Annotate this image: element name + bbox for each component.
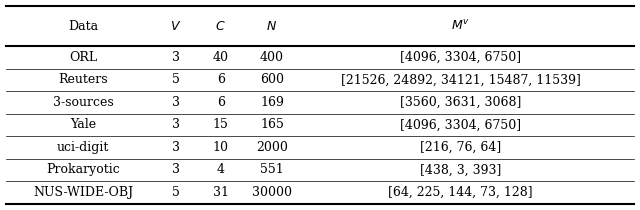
- Text: 3: 3: [172, 118, 180, 131]
- Text: uci-digit: uci-digit: [57, 141, 109, 154]
- Text: 40: 40: [212, 51, 229, 64]
- Text: Data: Data: [68, 20, 99, 33]
- Text: $\mathit{N}$: $\mathit{N}$: [266, 20, 278, 33]
- Text: 10: 10: [212, 141, 229, 154]
- Text: 551: 551: [260, 163, 284, 176]
- Text: 4: 4: [217, 163, 225, 176]
- Text: 30000: 30000: [252, 186, 292, 199]
- Text: 3: 3: [172, 51, 180, 64]
- Text: 3: 3: [172, 163, 180, 176]
- Text: [216, 76, 64]: [216, 76, 64]: [420, 141, 501, 154]
- Text: 600: 600: [260, 74, 284, 87]
- Text: 2000: 2000: [256, 141, 288, 154]
- Text: 31: 31: [212, 186, 229, 199]
- Text: 165: 165: [260, 118, 284, 131]
- Text: Yale: Yale: [70, 118, 96, 131]
- Text: Reuters: Reuters: [58, 74, 108, 87]
- Text: $\mathit{M}^{v}$: $\mathit{M}^{v}$: [451, 19, 470, 33]
- Text: [21526, 24892, 34121, 15487, 11539]: [21526, 24892, 34121, 15487, 11539]: [341, 74, 580, 87]
- Text: 400: 400: [260, 51, 284, 64]
- Text: [4096, 3304, 6750]: [4096, 3304, 6750]: [400, 51, 522, 64]
- Text: Prokaryotic: Prokaryotic: [46, 163, 120, 176]
- Text: 169: 169: [260, 96, 284, 109]
- Text: $\mathit{V}$: $\mathit{V}$: [170, 20, 182, 33]
- Text: 3: 3: [172, 96, 180, 109]
- Text: 6: 6: [217, 74, 225, 87]
- Text: $\mathit{C}$: $\mathit{C}$: [216, 20, 226, 33]
- Text: 5: 5: [172, 74, 180, 87]
- Text: 6: 6: [217, 96, 225, 109]
- Text: [4096, 3304, 6750]: [4096, 3304, 6750]: [400, 118, 522, 131]
- Text: [64, 225, 144, 73, 128]: [64, 225, 144, 73, 128]: [388, 186, 533, 199]
- Text: 5: 5: [172, 186, 180, 199]
- Text: [438, 3, 393]: [438, 3, 393]: [420, 163, 502, 176]
- Text: [3560, 3631, 3068]: [3560, 3631, 3068]: [400, 96, 522, 109]
- Text: 3-sources: 3-sources: [53, 96, 113, 109]
- Text: 15: 15: [213, 118, 228, 131]
- Text: ORL: ORL: [69, 51, 97, 64]
- Text: NUS-WIDE-OBJ: NUS-WIDE-OBJ: [33, 186, 133, 199]
- Text: 3: 3: [172, 141, 180, 154]
